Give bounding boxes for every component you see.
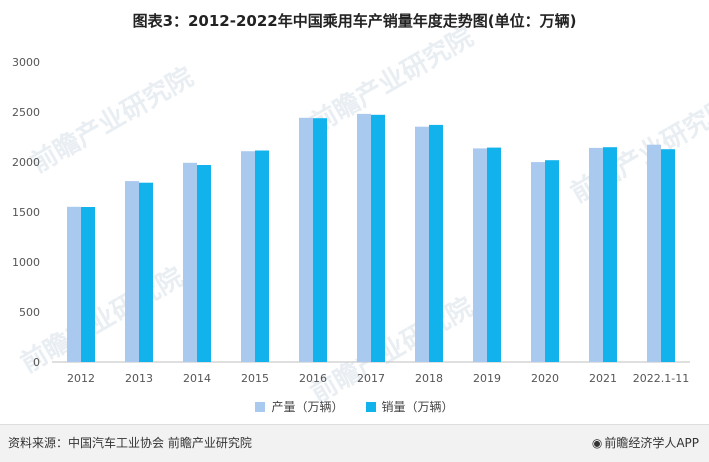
bar-sales[interactable]	[487, 147, 501, 362]
chart-legend: 产量（万辆） 销量（万辆）	[0, 398, 709, 415]
bar-production[interactable]	[67, 206, 81, 362]
legend-label-production: 产量（万辆）	[271, 400, 344, 414]
legend-label-sales: 销量（万辆）	[381, 400, 454, 414]
bar-sales[interactable]	[197, 165, 211, 362]
legend-item-production[interactable]: 产量（万辆）	[255, 398, 344, 415]
brand-text: 前瞻经济学人APP	[604, 436, 699, 450]
y-tick-label: 500	[19, 306, 40, 319]
x-tick-label: 2016	[299, 372, 327, 385]
y-tick-label: 1000	[12, 256, 40, 269]
y-tick-label: 1500	[12, 206, 40, 219]
bar-production[interactable]	[125, 181, 139, 362]
qianzhan-logo-icon: ◉	[591, 436, 603, 450]
x-tick-label: 2021	[589, 372, 617, 385]
bar-production[interactable]	[415, 126, 429, 362]
x-tick-label: 2017	[357, 372, 385, 385]
x-tick-label: 2022.1-11	[633, 372, 689, 385]
bar-sales[interactable]	[545, 160, 559, 362]
bar-sales[interactable]	[139, 182, 153, 362]
bar-production[interactable]	[531, 162, 545, 362]
bar-production[interactable]	[473, 148, 487, 362]
footer: 资料来源：中国汽车工业协会 前瞻产业研究院 ◉ 前瞻经济学人APP	[0, 424, 709, 462]
source-text: 资料来源：中国汽车工业协会 前瞻产业研究院	[8, 436, 252, 450]
bar-sales[interactable]	[313, 118, 327, 362]
legend-swatch-production	[255, 401, 266, 412]
bar-sales[interactable]	[81, 207, 95, 362]
y-tick-label: 0	[33, 356, 40, 369]
y-tick-label: 2000	[12, 156, 40, 169]
x-tick-label: 2013	[125, 372, 153, 385]
bar-chart: 0 500 1000 1500 2000 2500 3000 2012 2013 2014 2015…	[12, 56, 690, 385]
x-tick-label: 2018	[415, 372, 443, 385]
bar-production[interactable]	[647, 144, 661, 362]
x-tick-label: 2015	[241, 372, 269, 385]
legend-item-sales[interactable]: 销量（万辆）	[365, 398, 454, 415]
bar-sales[interactable]	[371, 114, 385, 362]
bar-production[interactable]	[183, 162, 197, 362]
bar-production[interactable]	[241, 151, 255, 362]
brand-label[interactable]: ◉ 前瞻经济学人APP	[592, 434, 699, 451]
y-tick-label: 3000	[12, 56, 40, 69]
bar-production[interactable]	[357, 113, 371, 363]
x-tick-label: 2019	[473, 372, 501, 385]
y-tick-label: 2500	[12, 106, 40, 119]
bar-production[interactable]	[589, 147, 603, 362]
x-tick-label: 2012	[67, 372, 95, 385]
chart-title: 图表3：2012-2022年中国乘用车产销量年度走势图(单位：万辆)	[132, 12, 577, 30]
x-tick-label: 2014	[183, 372, 211, 385]
bar-sales[interactable]	[255, 150, 269, 363]
bar-production[interactable]	[299, 117, 313, 362]
x-tick-label: 2020	[531, 372, 559, 385]
legend-swatch-sales	[365, 401, 376, 412]
bar-sales[interactable]	[603, 147, 617, 362]
bar-sales[interactable]	[429, 124, 443, 363]
bar-sales[interactable]	[661, 149, 675, 362]
